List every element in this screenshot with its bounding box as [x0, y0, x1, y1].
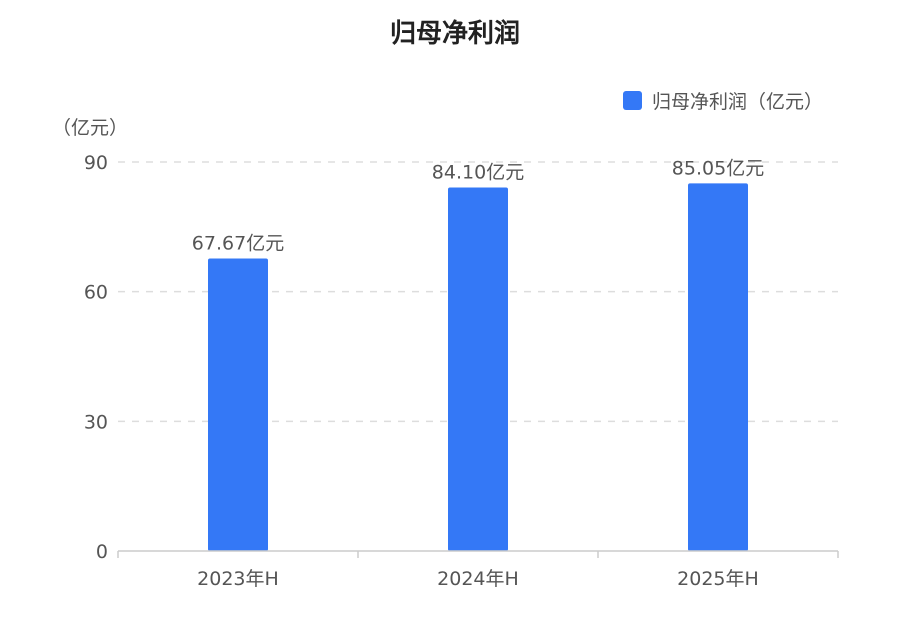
bar-data-label: 84.10亿元: [432, 162, 524, 184]
legend[interactable]: 归母净利润（亿元）: [623, 91, 823, 113]
x-tick-label: 2024年H: [437, 568, 519, 590]
data-labels: 67.67亿元 84.10亿元 85.05亿元: [192, 157, 764, 254]
bar-data-label: 67.67亿元: [192, 233, 284, 255]
bar[interactable]: [688, 183, 748, 551]
legend-swatch: [623, 91, 642, 110]
y-tick-label: 60: [84, 282, 108, 304]
y-tick-label: 30: [84, 411, 108, 433]
bars: [208, 183, 748, 552]
legend-label: 归母净利润（亿元）: [652, 91, 823, 113]
chart-title: 归母净利润: [390, 18, 520, 49]
x-tick-label: 2023年H: [197, 568, 279, 590]
y-axis-unit-label: （亿元）: [52, 117, 128, 139]
bar[interactable]: [208, 258, 268, 551]
y-axis-ticks: 0 30 60 90: [84, 152, 108, 563]
y-tick-label: 0: [96, 541, 108, 563]
bar-data-label: 85.05亿元: [672, 157, 764, 179]
x-tick-label: 2025年H: [677, 568, 759, 590]
y-tick-label: 90: [84, 152, 108, 174]
bar[interactable]: [448, 187, 508, 552]
x-axis: 2023年H 2024年H 2025年H: [117, 550, 839, 590]
